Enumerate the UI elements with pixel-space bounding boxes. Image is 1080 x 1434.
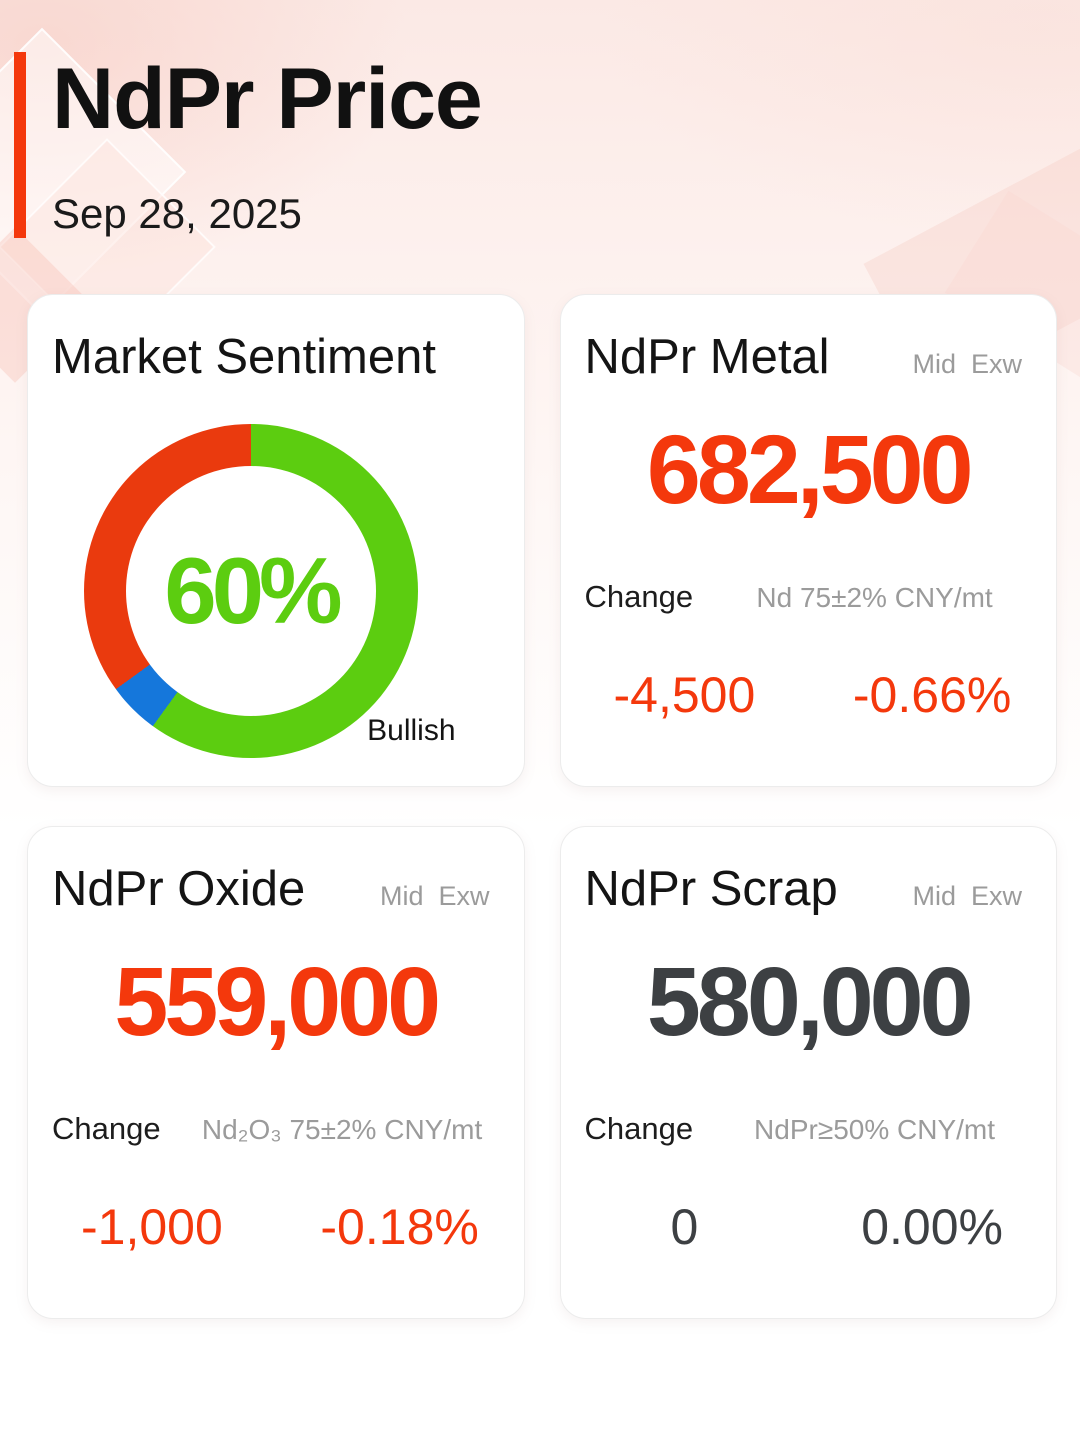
- price-type-tags: Mid Exw: [912, 351, 1022, 378]
- tag-mid[interactable]: Mid: [379, 881, 424, 911]
- change-value: 0: [670, 1199, 699, 1255]
- change-row: Change Nd 75±2% CNY/mt: [585, 581, 1027, 614]
- change-row: Change NdPr≥50% CNY/mt: [585, 1113, 1027, 1146]
- spec-label: Nd₂O₃ 75±2% CNY/mt: [201, 1114, 483, 1145]
- change-value: -4,500: [613, 667, 756, 723]
- price-value: 559,000: [114, 947, 441, 1056]
- card-ndpr-scrap: NdPr Scrap Mid Exw 580,000 Change NdPr≥50…: [559, 826, 1057, 1319]
- card-title: NdPr Scrap: [584, 862, 838, 916]
- tag-exw[interactable]: Exw: [438, 881, 490, 911]
- tag-exw[interactable]: Exw: [970, 881, 1022, 911]
- change-label: Change: [52, 1111, 161, 1146]
- spec-label: NdPr≥50% CNY/mt: [754, 1114, 996, 1145]
- card-title: NdPr Oxide: [52, 862, 306, 916]
- change-value: -1,000: [80, 1199, 223, 1255]
- sentiment-donut-chart: [84, 424, 418, 758]
- price-value: 682,500: [646, 415, 974, 524]
- change-values-row: -1,000 -0.18%: [28, 1202, 524, 1252]
- change-percent: -0.66%: [852, 667, 1012, 723]
- cards-grid: Market Sentiment 60% Bullish NdPr Metal …: [27, 294, 1057, 1319]
- card-ndpr-metal: NdPr Metal Mid Exw 682,500 Change Nd 75±2…: [559, 294, 1057, 787]
- change-row: Change Nd₂O₃ 75±2% CNY/mt: [52, 1113, 494, 1146]
- card-ndpr-oxide: NdPr Oxide Mid Exw 559,000 Change Nd₂O₃ 7…: [27, 826, 525, 1319]
- change-percent: 0.00%: [861, 1199, 1004, 1255]
- price-type-tags: Mid Exw: [912, 883, 1022, 910]
- change-values-row: 0 0.00%: [561, 1202, 1057, 1252]
- change-values-row: -4,500 -0.66%: [561, 670, 1057, 720]
- donut-annotation-bullish: Bullish: [367, 714, 456, 747]
- donut-center-value: 60%: [164, 538, 342, 643]
- tag-exw[interactable]: Exw: [970, 349, 1022, 379]
- price-type-tags: Mid Exw: [380, 883, 490, 910]
- change-label: Change: [584, 579, 694, 614]
- change-percent: -0.18%: [320, 1199, 479, 1255]
- card-title: NdPr Metal: [584, 330, 830, 384]
- tag-mid[interactable]: Mid: [912, 881, 956, 911]
- title-accent-bar: [14, 52, 26, 238]
- sentiment-card-title: Market Sentiment: [52, 330, 436, 384]
- price-value: 580,000: [646, 947, 974, 1056]
- change-label: Change: [584, 1111, 694, 1146]
- page-date: Sep 28, 2025: [52, 190, 302, 237]
- page-title: NdPr Price: [52, 51, 483, 147]
- spec-label: Nd 75±2% CNY/mt: [756, 582, 993, 613]
- card-market-sentiment: Market Sentiment 60% Bullish: [27, 294, 525, 787]
- tag-mid[interactable]: Mid: [912, 349, 956, 379]
